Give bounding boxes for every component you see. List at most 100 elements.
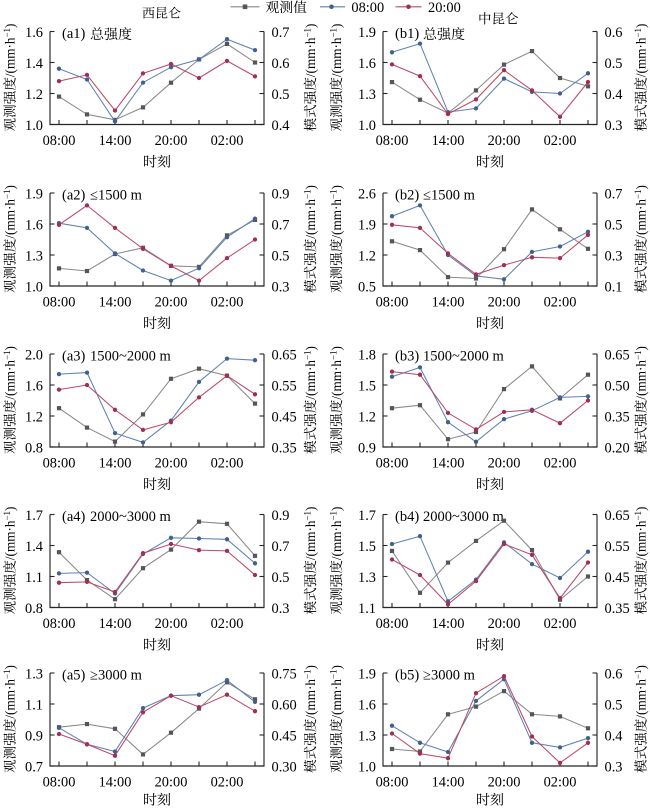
svg-text:1.9: 1.9 <box>358 667 376 683</box>
svg-text:0.1: 0.1 <box>605 280 623 296</box>
svg-text:1.0: 1.0 <box>25 280 43 296</box>
svg-text:20:00: 20:00 <box>155 455 188 471</box>
svg-text:02:00: 02:00 <box>544 616 577 632</box>
svg-text:0.7: 0.7 <box>272 539 290 555</box>
svg-text:02:00: 02:00 <box>211 133 244 149</box>
svg-text:≥3000 m: ≥3000 m <box>90 668 143 684</box>
svg-text:(b3): (b3) <box>395 349 419 365</box>
svg-text:1.7: 1.7 <box>25 508 43 524</box>
svg-text:02:00: 02:00 <box>544 133 577 149</box>
svg-text:1.4: 1.4 <box>25 56 43 72</box>
svg-text:0.60: 0.60 <box>272 698 297 714</box>
svg-text:0.6: 0.6 <box>605 667 623 683</box>
svg-text:14:00: 14:00 <box>432 294 465 310</box>
svg-text:1.3: 1.3 <box>358 87 376 103</box>
svg-text:08:00: 08:00 <box>43 294 76 310</box>
svg-text:0.8: 0.8 <box>25 601 43 617</box>
svg-text:0.3: 0.3 <box>605 249 623 265</box>
svg-text:08:00: 08:00 <box>376 133 409 149</box>
svg-text:08:00: 08:00 <box>351 0 384 16</box>
svg-text:14:00: 14:00 <box>99 294 132 310</box>
svg-text:(b1): (b1) <box>395 26 419 42</box>
svg-text:02:00: 02:00 <box>211 294 244 310</box>
svg-text:1.1: 1.1 <box>358 601 376 617</box>
svg-text:08:00: 08:00 <box>376 455 409 471</box>
svg-text:1.7: 1.7 <box>358 508 376 524</box>
svg-text:1.5: 1.5 <box>358 539 376 555</box>
svg-text:1.6: 1.6 <box>358 698 376 714</box>
svg-text:0.45: 0.45 <box>272 729 297 745</box>
svg-text:0.20: 0.20 <box>605 441 630 457</box>
svg-text:1.6: 1.6 <box>358 56 376 72</box>
svg-text:0.75: 0.75 <box>272 667 297 683</box>
svg-text:20:00: 20:00 <box>488 294 521 310</box>
svg-text:1.5: 1.5 <box>358 379 376 395</box>
svg-text:(a4): (a4) <box>62 509 86 525</box>
svg-text:0.55: 0.55 <box>605 539 630 555</box>
svg-text:0.3: 0.3 <box>605 760 623 776</box>
svg-text:1.2: 1.2 <box>358 410 376 426</box>
svg-text:0.50: 0.50 <box>605 379 630 395</box>
svg-text:2.6: 2.6 <box>358 187 376 203</box>
svg-text:0.5: 0.5 <box>272 249 290 265</box>
svg-text:14:00: 14:00 <box>432 455 465 471</box>
svg-text:0.4: 0.4 <box>605 87 623 103</box>
svg-text:20:00: 20:00 <box>155 616 188 632</box>
svg-text:08:00: 08:00 <box>43 774 76 790</box>
svg-text:20:00: 20:00 <box>488 774 521 790</box>
svg-text:1.0: 1.0 <box>358 118 376 134</box>
svg-text:1.8: 1.8 <box>358 348 376 364</box>
svg-text:0.4: 0.4 <box>605 729 623 745</box>
svg-text:14:00: 14:00 <box>432 133 465 149</box>
svg-text:1.1: 1.1 <box>25 570 43 586</box>
svg-text:1.3: 1.3 <box>25 667 43 683</box>
svg-text:(a3): (a3) <box>62 349 86 365</box>
svg-text:08:00: 08:00 <box>376 294 409 310</box>
svg-text:1500~2000 m: 1500~2000 m <box>423 349 504 365</box>
svg-text:0.9: 0.9 <box>25 729 43 745</box>
svg-text:08:00: 08:00 <box>43 133 76 149</box>
svg-text:0.35: 0.35 <box>605 410 630 426</box>
svg-text:0.5: 0.5 <box>272 87 290 103</box>
svg-text:14:00: 14:00 <box>432 774 465 790</box>
svg-text:20:00: 20:00 <box>428 0 461 16</box>
svg-text:0.3: 0.3 <box>272 601 290 617</box>
svg-text:0.5: 0.5 <box>272 570 290 586</box>
svg-text:02:00: 02:00 <box>544 294 577 310</box>
svg-text:2000~3000 m: 2000~3000 m <box>423 509 504 525</box>
svg-text:1.6: 1.6 <box>25 379 43 395</box>
svg-text:0.45: 0.45 <box>605 570 630 586</box>
svg-text:(b4): (b4) <box>395 509 419 525</box>
svg-text:≤1500 m: ≤1500 m <box>423 188 476 204</box>
svg-text:0.7: 0.7 <box>272 25 290 41</box>
svg-text:0.5: 0.5 <box>605 698 623 714</box>
svg-text:08:00: 08:00 <box>376 616 409 632</box>
svg-text:02:00: 02:00 <box>211 455 244 471</box>
svg-text:1.3: 1.3 <box>25 249 43 265</box>
svg-text:≤1500 m: ≤1500 m <box>90 188 143 204</box>
svg-text:0.5: 0.5 <box>605 218 623 234</box>
svg-text:0.7: 0.7 <box>605 187 623 203</box>
svg-text:0.35: 0.35 <box>272 441 297 457</box>
svg-text:0.9: 0.9 <box>272 187 290 203</box>
svg-text:1.6: 1.6 <box>25 218 43 234</box>
svg-text:20:00: 20:00 <box>488 616 521 632</box>
svg-text:1.2: 1.2 <box>358 249 376 265</box>
svg-text:0.8: 0.8 <box>25 441 43 457</box>
svg-text:0.3: 0.3 <box>605 118 623 134</box>
svg-text:0.3: 0.3 <box>272 280 290 296</box>
svg-text:1.6: 1.6 <box>25 25 43 41</box>
svg-text:0.6: 0.6 <box>272 56 290 72</box>
svg-text:0.55: 0.55 <box>272 379 297 395</box>
svg-text:(a2): (a2) <box>62 188 86 204</box>
svg-text:02:00: 02:00 <box>544 455 577 471</box>
svg-text:≥3000 m: ≥3000 m <box>423 668 476 684</box>
svg-text:1.2: 1.2 <box>25 87 43 103</box>
svg-text:02:00: 02:00 <box>211 616 244 632</box>
svg-text:1.0: 1.0 <box>25 118 43 134</box>
svg-text:2000~3000 m: 2000~3000 m <box>90 509 171 525</box>
svg-text:1.0: 1.0 <box>358 760 376 776</box>
svg-text:(a5): (a5) <box>62 668 86 684</box>
svg-text:1.9: 1.9 <box>25 187 43 203</box>
svg-text:2.0: 2.0 <box>25 348 43 364</box>
